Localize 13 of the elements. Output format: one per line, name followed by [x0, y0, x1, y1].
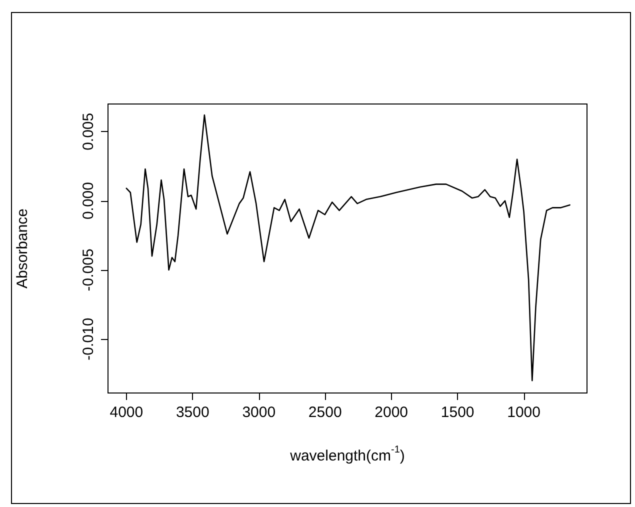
y-tick-label: -0.005 [80, 248, 97, 292]
y-tick-label: 0.005 [80, 112, 97, 150]
x-tick-label: 2000 [374, 404, 408, 421]
x-tick-label: 1000 [507, 404, 540, 421]
y-axis-title: Absorbance [14, 208, 31, 289]
y-tick-label: 0.000 [80, 182, 97, 220]
x-tick-label: 3000 [242, 404, 276, 421]
x-tick-label: 2500 [308, 404, 342, 421]
x-tick-label: 1500 [440, 404, 474, 421]
y-tick-label: -0.010 [80, 318, 97, 360]
x-tick-label: 3500 [176, 404, 210, 421]
line-series [126, 114, 570, 382]
x-tick-label: 4000 [110, 404, 144, 421]
